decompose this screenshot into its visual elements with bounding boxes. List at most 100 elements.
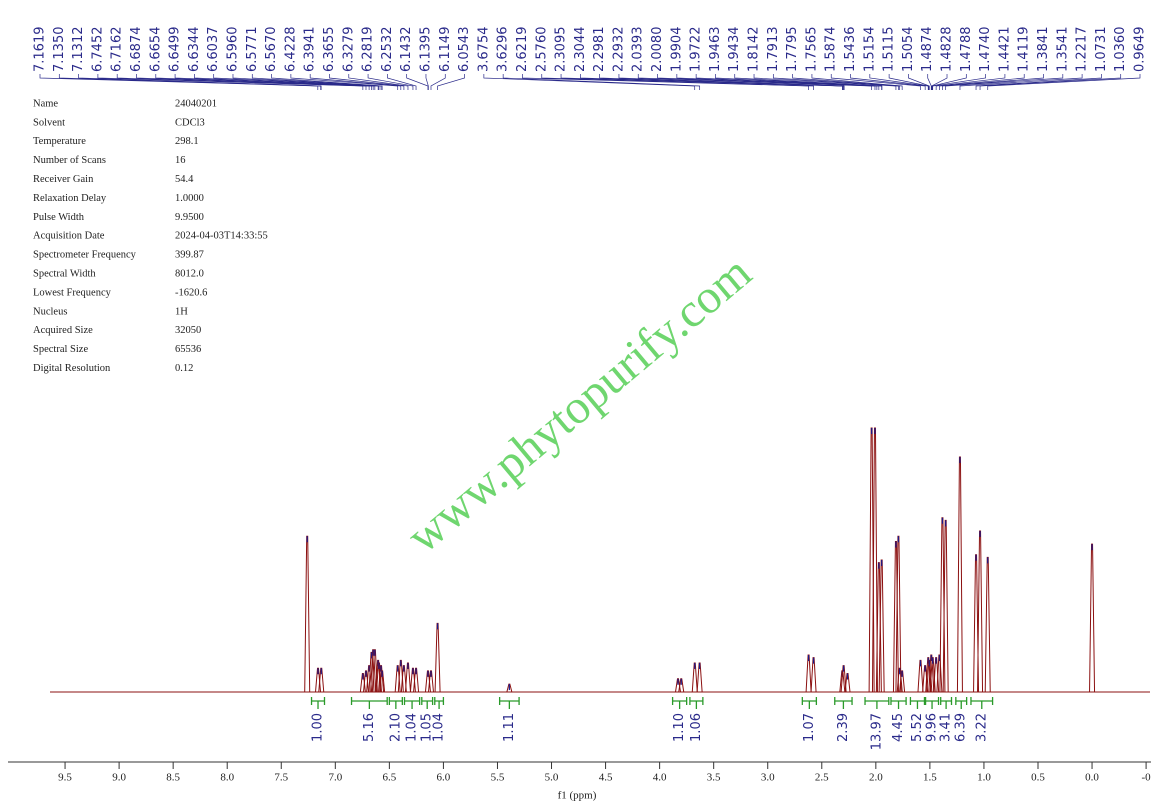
- leader-line: [232, 74, 380, 90]
- peak-label: 2.2932: [611, 27, 626, 73]
- param-name: Spectral Size: [33, 344, 88, 355]
- x-tick-label: 8.5: [166, 772, 180, 784]
- x-tick-label: 3.0: [761, 772, 775, 784]
- integral-bracket: [671, 697, 688, 709]
- leader-line: [329, 74, 405, 90]
- peak-label: 6.3941: [303, 27, 318, 73]
- integral-label: 1.05: [420, 713, 435, 742]
- peak-label: 1.3541: [1055, 27, 1070, 73]
- peak-label: 1.9463: [708, 27, 723, 73]
- x-tick-label: 5.5: [491, 772, 505, 784]
- peak-label: 1.4740: [978, 27, 993, 73]
- param-name: Spectrometer Frequency: [33, 250, 137, 261]
- param-name: Pulse Width: [33, 212, 85, 223]
- param-name: Temperature: [33, 136, 86, 147]
- x-tick-label: 7.0: [328, 772, 342, 784]
- integral-label: 1.11: [502, 713, 517, 742]
- leader-line: [387, 74, 417, 90]
- integral-label: 1.04: [432, 713, 447, 742]
- integral-bracket: [834, 697, 853, 709]
- peak-label: 6.2819: [361, 27, 376, 73]
- peak-labels: 7.1619 7.1350 7.1312 6.7452 6.7162 6.6874 6.66…: [33, 26, 1148, 90]
- peak-label: 6.6654: [148, 27, 163, 73]
- param-value: 298.1: [175, 136, 199, 147]
- leader-line: [116, 74, 367, 90]
- peak-label: 1.3841: [1036, 27, 1051, 73]
- peak-label: 6.1432: [399, 27, 414, 73]
- leader-line: [425, 74, 429, 90]
- integral-label: 1.07: [802, 713, 817, 742]
- param-value: 2024-04-03T14:33:55: [175, 231, 268, 242]
- x-tick-label: -0: [1142, 772, 1152, 784]
- integral-bracket: [890, 697, 907, 709]
- integral-bracket: [403, 697, 421, 709]
- leader-line: [309, 74, 402, 90]
- x-tick-label: 9.0: [112, 772, 126, 784]
- integral-label: 1.04: [405, 713, 420, 742]
- peak-label: 6.0543: [457, 27, 472, 73]
- leader-line: [618, 74, 845, 90]
- peak-label: 6.6344: [187, 27, 202, 73]
- peak-label: 6.6499: [168, 27, 183, 73]
- peak-label: 1.4828: [940, 27, 955, 73]
- integral-label: 6.39: [954, 713, 969, 742]
- peak-label: 1.5054: [901, 27, 916, 73]
- peak-label: 1.9434: [727, 27, 742, 73]
- integral-bracket: [434, 697, 445, 709]
- peak-label: 1.9722: [689, 27, 704, 73]
- leader-line: [869, 74, 929, 90]
- peak-label: 7.1312: [71, 27, 86, 73]
- peak-label: 2.3095: [554, 27, 569, 73]
- peak-label: 1.4119: [1017, 27, 1032, 73]
- param-value: 54.4: [175, 174, 194, 185]
- peak-label: 6.6874: [129, 27, 144, 73]
- leader-line: [437, 74, 465, 90]
- peak-label: 6.3655: [322, 27, 337, 73]
- peak-label: 6.7162: [110, 26, 125, 72]
- integral-label: 1.10: [672, 713, 687, 742]
- peak-label: 1.0731: [1094, 27, 1109, 73]
- integral-bracket: [388, 697, 403, 709]
- integral-bracket: [421, 697, 434, 709]
- leader-line: [251, 74, 382, 90]
- peak-label: 3.6754: [476, 27, 491, 72]
- leader-line: [945, 74, 1064, 90]
- leader-line: [772, 74, 899, 90]
- peak-label: 6.2532: [380, 27, 395, 73]
- peak-label: 1.5115: [882, 27, 897, 73]
- peak-label: 1.5436: [843, 27, 858, 73]
- leader-line: [792, 74, 901, 90]
- integral-label: 9.96: [925, 713, 940, 742]
- integral-label: 5.52: [910, 713, 925, 742]
- leader-line: [811, 74, 903, 90]
- leader-line: [830, 74, 921, 90]
- leader-line: [850, 74, 926, 90]
- integral-label: 1.00: [311, 713, 326, 742]
- x-tick-label: 3.5: [707, 772, 721, 784]
- peak-label: 6.7452: [90, 26, 105, 72]
- integral-label: 2.39: [836, 713, 851, 742]
- integral-bracket: [689, 697, 704, 709]
- param-name: Digital Resolution: [33, 363, 111, 374]
- x-tick-label: 8.0: [220, 772, 234, 784]
- x-tick-label: 6.0: [437, 772, 451, 784]
- param-name: Spectral Width: [33, 269, 96, 280]
- x-tick-label: 0.0: [1085, 772, 1099, 784]
- peak-label: 1.7795: [785, 27, 800, 73]
- leader-line: [599, 74, 844, 90]
- peak-label: 3.6296: [496, 27, 511, 73]
- leader-line: [78, 74, 322, 90]
- leader-line: [888, 74, 929, 90]
- parameters: Name 24040201 Solvent CDCl3 Temperature 298.1…: [33, 98, 268, 374]
- leader-line: [931, 74, 967, 90]
- peak-label: 1.2217: [1075, 27, 1090, 73]
- peak-label: 1.8142: [747, 27, 762, 73]
- x-tick-label: 6.5: [382, 772, 396, 784]
- param-name: Name: [33, 98, 58, 109]
- x-axis-label: f1 (ppm): [558, 790, 597, 802]
- param-name: Receiver Gain: [33, 174, 94, 185]
- leader-line: [194, 74, 376, 90]
- param-value: 65536: [175, 344, 201, 355]
- leader-line: [406, 74, 429, 90]
- leader-line: [959, 74, 1083, 90]
